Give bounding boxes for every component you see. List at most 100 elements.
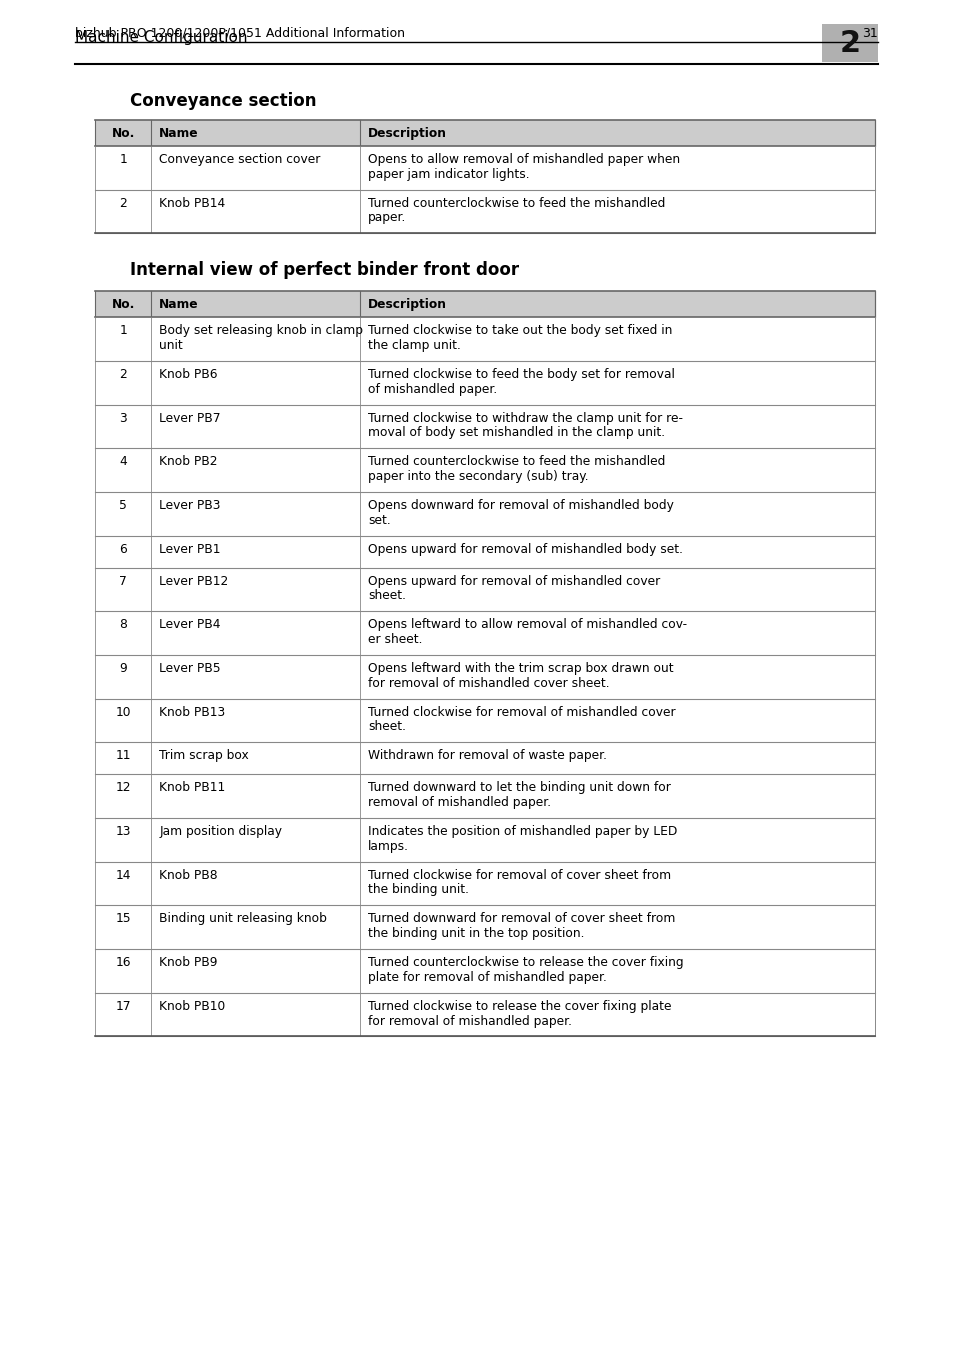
Text: Machine Configuration: Machine Configuration — [75, 30, 247, 45]
Text: moval of body set mishandled in the clamp unit.: moval of body set mishandled in the clam… — [368, 426, 664, 439]
Text: Knob PB10: Knob PB10 — [159, 999, 225, 1013]
Text: paper into the secondary (sub) tray.: paper into the secondary (sub) tray. — [368, 470, 588, 483]
Text: Lever PB5: Lever PB5 — [159, 662, 220, 675]
Text: 2: 2 — [119, 196, 127, 210]
Text: 14: 14 — [115, 868, 131, 882]
Text: 6: 6 — [119, 542, 127, 556]
Bar — [95, 699, 874, 742]
Text: Lever PB7: Lever PB7 — [159, 411, 220, 425]
Text: the clamp unit.: the clamp unit. — [368, 339, 460, 352]
Text: Opens to allow removal of mishandled paper when: Opens to allow removal of mishandled pap… — [368, 153, 679, 166]
Text: Indicates the position of mishandled paper by LED: Indicates the position of mishandled pap… — [368, 825, 677, 838]
Text: 13: 13 — [115, 825, 131, 838]
Text: 9: 9 — [119, 662, 127, 675]
Text: Turned counterclockwise to feed the mishandled: Turned counterclockwise to feed the mish… — [368, 196, 665, 210]
Text: Turned clockwise to withdraw the clamp unit for re-: Turned clockwise to withdraw the clamp u… — [368, 411, 682, 425]
Text: 7: 7 — [119, 575, 127, 588]
Bar — [95, 189, 874, 234]
Bar — [95, 120, 874, 146]
Text: Lever PB4: Lever PB4 — [159, 618, 220, 631]
Text: Turned clockwise for removal of mishandled cover: Turned clockwise for removal of mishandl… — [368, 706, 675, 719]
Text: Turned clockwise to feed the body set for removal: Turned clockwise to feed the body set fo… — [368, 368, 675, 381]
Bar — [95, 568, 874, 611]
Bar — [95, 361, 874, 404]
Text: paper.: paper. — [368, 211, 406, 224]
Bar — [95, 906, 874, 949]
Text: Internal view of perfect binder front door: Internal view of perfect binder front do… — [130, 261, 518, 280]
Bar — [95, 654, 874, 699]
Bar — [95, 861, 874, 906]
Bar — [95, 404, 874, 449]
Text: unit: unit — [159, 339, 183, 352]
Text: lamps.: lamps. — [368, 840, 409, 853]
Text: Lever PB1: Lever PB1 — [159, 542, 220, 556]
Text: Opens upward for removal of mishandled cover: Opens upward for removal of mishandled c… — [368, 575, 659, 588]
Text: Turned counterclockwise to feed the mishandled: Turned counterclockwise to feed the mish… — [368, 456, 665, 468]
Text: 15: 15 — [115, 913, 131, 925]
Text: Description: Description — [368, 127, 447, 141]
Text: Knob PB14: Knob PB14 — [159, 196, 225, 210]
Text: 12: 12 — [115, 781, 131, 794]
Text: Conveyance section cover: Conveyance section cover — [159, 153, 320, 166]
Text: sheet.: sheet. — [368, 721, 406, 734]
Text: sheet.: sheet. — [368, 589, 406, 603]
Text: removal of mishandled paper.: removal of mishandled paper. — [368, 796, 551, 808]
Text: 1: 1 — [119, 153, 127, 166]
Text: paper jam indicator lights.: paper jam indicator lights. — [368, 168, 529, 181]
Text: Trim scrap box: Trim scrap box — [159, 749, 249, 763]
Text: Turned downward to let the binding unit down for: Turned downward to let the binding unit … — [368, 781, 670, 794]
Bar — [95, 818, 874, 861]
Bar — [95, 611, 874, 654]
Text: 11: 11 — [115, 749, 131, 763]
Text: Turned downward for removal of cover sheet from: Turned downward for removal of cover she… — [368, 913, 675, 925]
Text: of mishandled paper.: of mishandled paper. — [368, 383, 497, 396]
Text: the binding unit.: the binding unit. — [368, 883, 469, 896]
Text: 31: 31 — [862, 27, 877, 41]
Bar — [95, 291, 874, 318]
Bar — [95, 775, 874, 818]
Text: er sheet.: er sheet. — [368, 633, 422, 646]
Text: Knob PB11: Knob PB11 — [159, 781, 225, 794]
Text: for removal of mishandled paper.: for removal of mishandled paper. — [368, 1014, 572, 1028]
Bar — [95, 742, 874, 775]
Text: Knob PB2: Knob PB2 — [159, 456, 217, 468]
Bar — [95, 492, 874, 535]
Text: Conveyance section: Conveyance section — [130, 92, 316, 110]
Text: 16: 16 — [115, 956, 131, 969]
Text: Opens leftward with the trim scrap box drawn out: Opens leftward with the trim scrap box d… — [368, 662, 673, 675]
Text: set.: set. — [368, 514, 391, 527]
Bar — [95, 449, 874, 492]
Text: Lever PB12: Lever PB12 — [159, 575, 228, 588]
Text: Lever PB3: Lever PB3 — [159, 499, 220, 512]
Text: No.: No. — [112, 299, 134, 311]
Text: Opens downward for removal of mishandled body: Opens downward for removal of mishandled… — [368, 499, 674, 512]
Text: 3: 3 — [119, 411, 127, 425]
Text: the binding unit in the top position.: the binding unit in the top position. — [368, 927, 584, 940]
Text: Knob PB9: Knob PB9 — [159, 956, 217, 969]
Text: Knob PB6: Knob PB6 — [159, 368, 217, 381]
Text: Knob PB8: Knob PB8 — [159, 868, 217, 882]
Text: plate for removal of mishandled paper.: plate for removal of mishandled paper. — [368, 971, 606, 984]
Text: Turned clockwise for removal of cover sheet from: Turned clockwise for removal of cover sh… — [368, 868, 671, 882]
Text: 10: 10 — [115, 706, 131, 719]
Text: No.: No. — [112, 127, 134, 141]
Bar — [95, 535, 874, 568]
Text: Turned clockwise to release the cover fixing plate: Turned clockwise to release the cover fi… — [368, 999, 671, 1013]
Text: 5: 5 — [119, 499, 127, 512]
Bar — [95, 992, 874, 1037]
Text: Body set releasing knob in clamp: Body set releasing knob in clamp — [159, 324, 363, 337]
Text: Turned counterclockwise to release the cover fixing: Turned counterclockwise to release the c… — [368, 956, 683, 969]
Text: Name: Name — [159, 127, 198, 141]
Bar — [95, 318, 874, 361]
Text: Withdrawn for removal of waste paper.: Withdrawn for removal of waste paper. — [368, 749, 606, 763]
Text: 17: 17 — [115, 999, 131, 1013]
Text: Turned clockwise to take out the body set fixed in: Turned clockwise to take out the body se… — [368, 324, 672, 337]
Text: 2: 2 — [839, 28, 860, 58]
Text: 4: 4 — [119, 456, 127, 468]
Text: Name: Name — [159, 299, 198, 311]
Text: Binding unit releasing knob: Binding unit releasing knob — [159, 913, 327, 925]
Bar — [95, 949, 874, 992]
Text: for removal of mishandled cover sheet.: for removal of mishandled cover sheet. — [368, 677, 609, 690]
Text: Knob PB13: Knob PB13 — [159, 706, 225, 719]
Text: bizhub PRO 1200/1200P/1051 Additional Information: bizhub PRO 1200/1200P/1051 Additional In… — [75, 27, 405, 41]
